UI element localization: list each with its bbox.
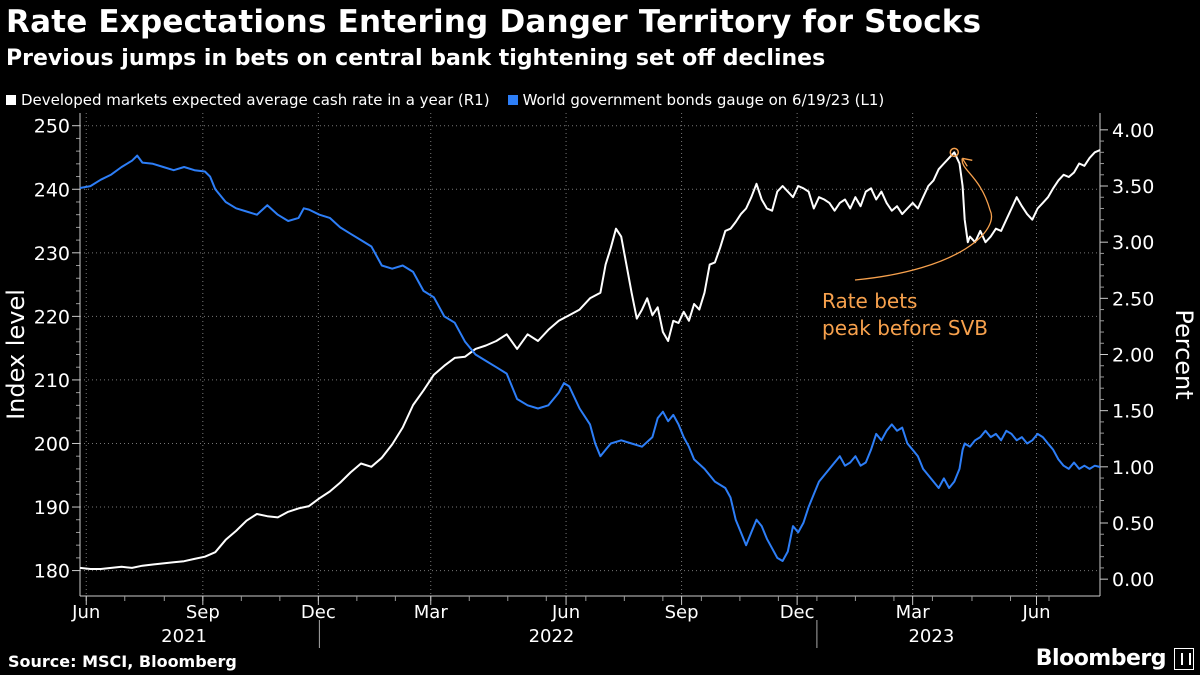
legend: Developed markets expected average cash … [6, 91, 902, 109]
bloomberg-terminal-icon [1174, 648, 1194, 670]
x-tick-label: Dec [780, 602, 815, 623]
y-right-tick-label: 3.50 [1112, 176, 1154, 198]
chart-subtitle: Previous jumps in bets on central bank t… [6, 46, 826, 71]
x-tick-label: Mar [414, 602, 449, 623]
y-left-tick-label: 200 [34, 433, 70, 455]
x-tick-label: Dec [301, 602, 336, 623]
y-left-axis-title: Index level [2, 289, 30, 420]
y-right-tick-label: 3.00 [1112, 232, 1154, 254]
legend-item-cash-rate: Developed markets expected average cash … [6, 91, 490, 109]
y-right-tick-label: 4.00 [1112, 120, 1154, 142]
x-tick-label: Jun [1021, 602, 1050, 623]
y-left-tick-label: 240 [34, 179, 70, 201]
y-left-tick-label: 220 [34, 306, 70, 328]
annotation-text-line1: Rate bets [822, 289, 917, 313]
legend-label-bonds-gauge: World government bonds gauge on 6/19/23 … [522, 91, 885, 109]
y-left-tick-label: 230 [34, 243, 70, 265]
x-tick-label: Sep [665, 602, 699, 623]
annotation-text-line2: peak before SVB [822, 316, 988, 340]
y-right-tick-label: 2.00 [1112, 345, 1154, 367]
legend-swatch-white [6, 95, 16, 105]
y-right-tick-label: 1.00 [1112, 457, 1154, 479]
y-right-tick-label: 0.00 [1112, 569, 1154, 591]
bonds-gauge-line [79, 154, 1101, 562]
bloomberg-logo: Bloomberg [1035, 646, 1167, 671]
legend-item-bonds-gauge: World government bonds gauge on 6/19/23 … [507, 91, 885, 109]
year-label: 2022 [529, 626, 575, 647]
legend-swatch-blue [507, 95, 518, 105]
chart-title: Rate Expectations Entering Danger Territ… [6, 4, 982, 40]
annotation-arrow-head [961, 157, 973, 167]
x-tick-label: Mar [896, 602, 931, 623]
legend-label-cash-rate: Developed markets expected average cash … [21, 91, 490, 109]
y-right-tick-label: 1.50 [1112, 401, 1154, 423]
y-left-tick-label: 180 [34, 561, 70, 583]
x-tick-label: Sep [186, 602, 220, 623]
x-tick-label: Jun [71, 602, 100, 623]
y-right-tick-label: 2.50 [1112, 288, 1154, 310]
peak-marker [949, 147, 960, 158]
annotation-arrow-curve [854, 158, 993, 281]
y-left-tick-label: 190 [34, 497, 70, 519]
year-label: 2021 [161, 626, 207, 647]
y-right-axis-title: Percent [1170, 309, 1198, 399]
y-right-tick-label: 0.50 [1112, 513, 1154, 535]
x-tick-label: Jun [551, 602, 580, 623]
cash-rate-line [79, 149, 1101, 570]
y-left-tick-label: 250 [34, 116, 70, 138]
year-label: 2023 [908, 626, 954, 647]
y-left-tick-label: 210 [34, 370, 70, 392]
source-note: Source: MSCI, Bloomberg [8, 652, 237, 671]
